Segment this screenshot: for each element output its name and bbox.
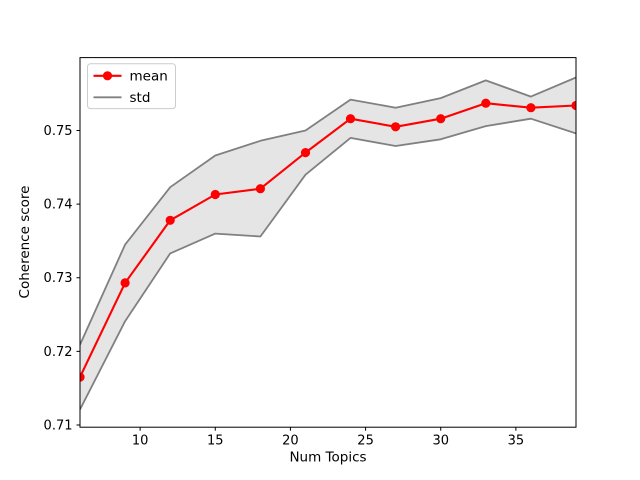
mean-data-point-marker	[481, 98, 491, 108]
x-tick-label: 10	[132, 434, 149, 449]
legend-std-label: std	[130, 90, 151, 106]
y-axis-ticks: 0.71 0.72 0.73 0.74 0.75	[44, 124, 80, 433]
y-tick-label: 0.73	[44, 271, 73, 286]
mean-data-point-marker	[300, 148, 311, 158]
y-tick-label: 0.71	[44, 418, 73, 433]
legend-mean-marker-swatch	[102, 71, 113, 81]
axes-frame	[79, 57, 577, 428]
std-lower-edge-line	[80, 117, 576, 410]
std-band-area	[80, 77, 576, 410]
legend-mean-label: mean	[130, 68, 168, 84]
y-tick-label: 0.74	[44, 198, 73, 213]
x-tick-label: 20	[282, 434, 299, 449]
mean-line	[80, 102, 576, 378]
std-band-layer	[80, 76, 576, 410]
mean-data-point-marker	[436, 114, 446, 124]
x-tick-label: 30	[432, 434, 449, 449]
std-upper-edge-line	[80, 76, 576, 346]
mean-data-point-marker	[526, 103, 536, 113]
y-tick-label: 0.72	[44, 345, 73, 360]
y-axis-label: Coherence score	[17, 186, 33, 299]
x-axis-label: Num Topics	[289, 450, 366, 466]
mean-series-layer	[80, 98, 576, 382]
mean-data-point-marker	[80, 372, 85, 382]
mean-data-point-marker	[210, 189, 220, 200]
x-tick-label: 15	[207, 434, 224, 449]
y-tick-label: 0.75	[44, 124, 73, 139]
mean-data-point-marker	[255, 184, 265, 194]
mean-data-point-marker	[391, 122, 401, 132]
mean-data-point-marker	[571, 100, 576, 111]
mean-data-point-marker	[165, 215, 175, 225]
x-tick-label: 35	[508, 434, 525, 449]
x-tick-label: 25	[357, 434, 374, 449]
mean-data-point-marker	[345, 114, 356, 124]
legend: mean std	[87, 63, 176, 110]
x-axis-ticks: 10 15 20 25 30 35	[132, 427, 524, 449]
mean-data-point-marker	[120, 278, 130, 288]
